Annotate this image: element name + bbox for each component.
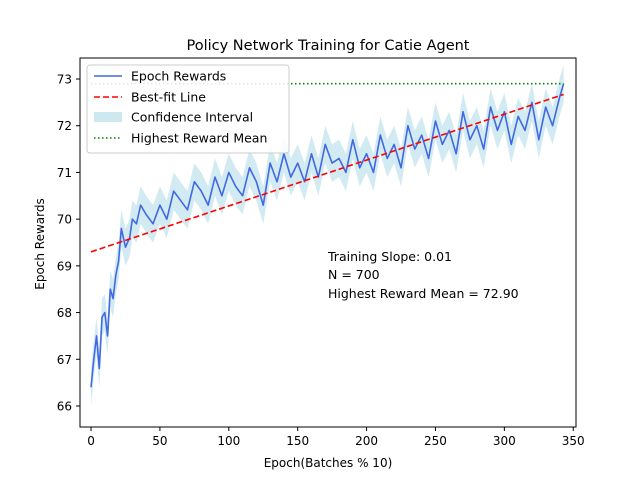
y-tick-label: 70 [57,213,72,227]
y-tick-label: 69 [57,259,72,273]
x-axis-label: Epoch(Batches % 10) [264,456,393,470]
legend-label-confidence: Confidence Interval [131,110,253,125]
stats-annotations: Training Slope: 0.01 N = 700 Highest Rew… [327,249,519,301]
legend: Epoch Rewards Best-fit Line Confidence I… [86,64,290,154]
axes: 0 50 100 150 200 250 300 350 66 67 68 69 70 71 72 73 [57,57,585,448]
y-tick-label: 72 [57,119,72,133]
legend-label-bestfit: Best-fit Line [131,90,206,105]
y-tick-label: 68 [57,306,72,320]
y-axis-label: Epoch Rewards [33,198,47,290]
y-tick-label: 66 [57,399,72,413]
legend-label-rewards: Epoch Rewards [131,69,226,84]
legend-box [86,64,290,154]
legend-label-highest-mean: Highest Reward Mean [131,131,267,146]
plot-area [90,65,565,406]
y-tick-label: 67 [57,353,72,367]
x-tick-label: 0 [87,434,95,448]
series-line-epoch-rewards [90,83,565,388]
y-tick-label: 73 [57,73,72,87]
x-tick-label: 250 [424,434,447,448]
x-tick-label: 300 [493,434,516,448]
annotation-n: N = 700 [328,267,380,282]
x-tick-label: 50 [152,434,167,448]
legend-swatch-confidence [94,112,122,122]
annotation-slope: Training Slope: 0.01 [327,249,452,264]
series-line-best-fit [90,93,564,253]
x-tick-label: 100 [217,434,240,448]
confidence-band [91,65,564,406]
x-tick-label: 150 [286,434,309,448]
y-tick-label: 71 [57,166,72,180]
plot-frame [79,57,577,428]
chart-title: Policy Network Training for Catie Agent [186,38,469,54]
x-tick-label: 200 [355,434,378,448]
annotation-highest-mean: Highest Reward Mean = 72.90 [328,286,519,301]
x-tick-label: 350 [562,434,585,448]
